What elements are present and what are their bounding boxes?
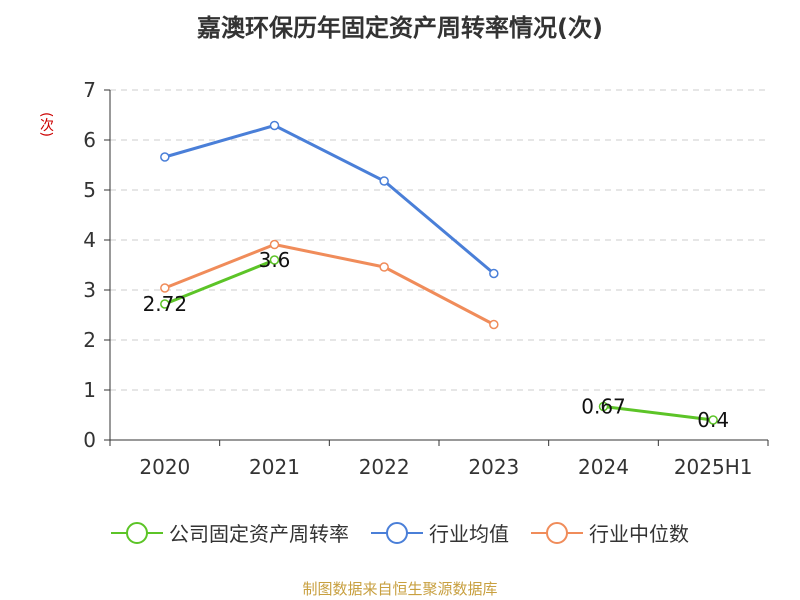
legend-marker — [546, 521, 568, 544]
data-label: 0.4 — [697, 408, 729, 432]
data-point[interactable] — [379, 262, 389, 272]
data-point[interactable] — [489, 319, 499, 330]
legend-swatch-company — [111, 521, 163, 544]
legend-swatch-industry-median — [531, 521, 583, 544]
y-tick-label: 3 — [83, 278, 96, 302]
data-point[interactable] — [598, 401, 609, 412]
data-label: 0.67 — [581, 395, 626, 419]
x-tick-label: 2025H1 — [674, 455, 753, 479]
data-label: 3.6 — [259, 248, 291, 272]
x-tick-label: 2022 — [359, 455, 410, 479]
data-point[interactable] — [379, 176, 389, 186]
data-point[interactable] — [269, 255, 280, 265]
y-tick-label: 7 — [83, 78, 96, 102]
legend-item-industry-mean[interactable]: 行业均值 — [371, 518, 509, 547]
legend-item-company[interactable]: 公司固定资产周转率 — [111, 518, 349, 547]
y-tick-label: 4 — [83, 228, 96, 252]
legend-label-industry-mean: 行业均值 — [429, 522, 509, 546]
series-line — [603, 405, 714, 422]
data-point[interactable] — [160, 152, 170, 162]
data-point[interactable] — [708, 415, 718, 425]
legend-label-industry-median: 行业中位数 — [589, 522, 689, 546]
legend-item-industry-median[interactable]: 行业中位数 — [531, 518, 689, 547]
legend-label-company: 公司固定资产周转率 — [169, 522, 349, 546]
series-line — [164, 258, 276, 306]
series-line — [164, 124, 495, 275]
x-tick-label: 2024 — [578, 455, 629, 479]
data-point[interactable] — [160, 283, 170, 293]
y-tick-label: 1 — [83, 378, 96, 402]
x-tick-label: 2021 — [249, 455, 300, 479]
legend-swatch-industry-mean — [371, 521, 423, 544]
legend: 公司固定资产周转率 行业均值 行业中位数 — [0, 518, 800, 547]
data-label: 2.72 — [143, 292, 188, 316]
y-axis-unit: (次) — [38, 112, 54, 137]
data-source: 制图数据来自恒生聚源数据库 — [302, 580, 498, 598]
legend-marker — [126, 521, 148, 544]
y-tick-label: 5 — [83, 178, 96, 202]
y-tick-label: 2 — [83, 328, 96, 352]
x-tick-label: 2023 — [468, 455, 519, 479]
y-tick-label: 0 — [83, 428, 96, 452]
series-line — [164, 243, 495, 326]
data-point[interactable] — [269, 120, 280, 131]
data-point[interactable] — [269, 239, 280, 250]
data-point[interactable] — [160, 299, 170, 309]
data-point[interactable] — [489, 268, 499, 279]
x-tick-label: 2020 — [139, 455, 190, 479]
y-tick-label: 6 — [83, 128, 96, 152]
legend-marker — [386, 521, 408, 544]
chart-title: 嘉澳环保历年固定资产周转率情况(次) — [197, 14, 603, 42]
